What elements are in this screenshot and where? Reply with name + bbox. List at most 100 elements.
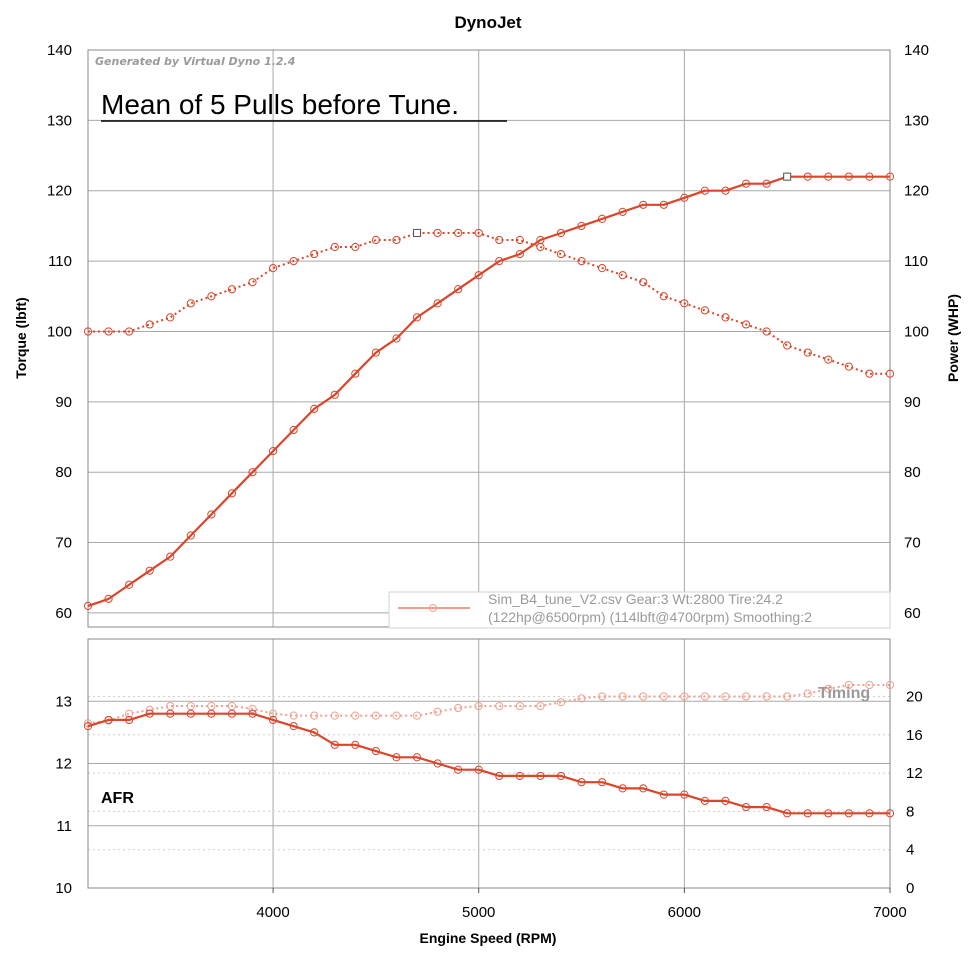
timing-point <box>762 692 771 701</box>
legend-line1: Sim_B4_tune_V2.csv Gear:3 Wt:2800 Tire:2… <box>488 591 783 607</box>
lower-panel-frame <box>87 638 891 889</box>
power-point <box>865 172 874 181</box>
power-point <box>207 510 216 519</box>
afr-point <box>351 740 360 749</box>
afr-label: AFR <box>101 790 134 807</box>
torque-point <box>433 228 442 238</box>
power-point <box>659 200 668 209</box>
afr-point <box>639 784 648 793</box>
power-point <box>803 172 812 181</box>
lower-grid <box>88 639 890 888</box>
x-axis-title: Engine Speed (RPM) <box>420 930 557 946</box>
power-point <box>145 566 154 575</box>
power-point <box>166 552 175 561</box>
power-point <box>700 186 710 195</box>
legend-box <box>388 591 891 629</box>
timing-point <box>824 684 833 693</box>
timing-point <box>289 711 298 720</box>
afr-point <box>83 722 93 731</box>
torque-point <box>598 264 607 273</box>
torque-point <box>824 355 833 364</box>
right-tick-label: 130 <box>904 112 929 129</box>
torque-point <box>310 249 319 259</box>
power-point <box>268 446 278 456</box>
timing-point <box>433 707 442 716</box>
afr-tick-label: 10 <box>55 880 72 897</box>
afr-tick-label: 12 <box>55 756 72 773</box>
torque-line <box>88 232 890 375</box>
afr-point <box>145 709 154 718</box>
upper-series <box>83 172 895 610</box>
afr-line <box>87 712 890 815</box>
afr-point <box>104 715 113 725</box>
afr-point <box>412 753 422 762</box>
torque-point <box>680 299 689 308</box>
generated-by-label: Generated by Virtual Dyno 1.2.4 <box>95 55 295 68</box>
timing-point <box>351 711 360 720</box>
afr-point <box>844 809 853 818</box>
left-tick-label: 130 <box>47 112 72 129</box>
left-axis-title: Torque (lbft) <box>13 297 29 378</box>
timing-point <box>783 692 792 701</box>
afr-point <box>268 715 278 725</box>
timing-tick-label: 16 <box>906 727 923 744</box>
timing-label: Timing <box>818 685 870 702</box>
timing-point <box>618 692 627 701</box>
left-tick-label: 140 <box>47 42 72 59</box>
afr-point <box>762 802 771 812</box>
power-point <box>125 580 134 589</box>
timing-point <box>371 711 380 720</box>
power-point <box>536 235 545 245</box>
x-tick-label: 7000 <box>873 904 906 921</box>
torque-point <box>762 327 771 336</box>
power-point <box>104 594 113 603</box>
timing-point <box>536 701 545 711</box>
right-axis-title: Power (WHP) <box>945 294 961 382</box>
torque-point <box>495 235 504 245</box>
left-tick-label: 60 <box>55 605 72 622</box>
left-tick-label: 80 <box>55 464 72 481</box>
right-tick-label: 100 <box>904 323 929 340</box>
power-point <box>680 193 689 202</box>
left-tick-label: 120 <box>47 183 72 200</box>
afr-point <box>577 778 586 787</box>
chart-title: DynoJet <box>454 13 521 32</box>
torque-point <box>474 228 483 238</box>
torque-point <box>659 292 668 301</box>
torque-point <box>577 256 586 266</box>
timing-point <box>268 709 278 718</box>
timing-point <box>83 719 93 728</box>
power-peak-marker <box>783 172 792 181</box>
annotation-text: Mean of 5 Pulls before Tune. <box>101 89 459 120</box>
timing-point <box>330 711 339 720</box>
timing-point <box>186 701 195 711</box>
upper-grid <box>88 50 890 627</box>
afr-point <box>289 722 298 731</box>
afr-point <box>248 709 257 718</box>
right-tick-label: 110 <box>904 253 928 270</box>
timing-tick-label: 8 <box>906 803 914 820</box>
power-point <box>618 207 627 216</box>
upper-panel-frame <box>87 49 891 628</box>
torque-point <box>618 271 627 280</box>
afr-point <box>310 728 319 737</box>
timing-point <box>556 698 566 707</box>
afr-point <box>433 759 442 768</box>
afr-point <box>824 809 833 818</box>
power-point <box>433 299 442 308</box>
torque-point <box>803 348 812 357</box>
timing-point <box>598 692 607 701</box>
power-point <box>474 271 483 280</box>
left-tick-label: 100 <box>47 323 72 340</box>
left-tick-label: 110 <box>48 253 72 270</box>
x-tick-label: 4000 <box>256 904 289 921</box>
power-point <box>844 172 853 181</box>
afr-tick-label: 13 <box>55 693 72 710</box>
timing-tick-label: 0 <box>906 880 914 897</box>
power-point <box>248 468 257 477</box>
afr-tick-label: 11 <box>56 818 72 835</box>
power-point <box>83 601 93 610</box>
power-point <box>598 214 607 223</box>
afr-point <box>865 809 874 818</box>
afr-point <box>454 765 463 774</box>
